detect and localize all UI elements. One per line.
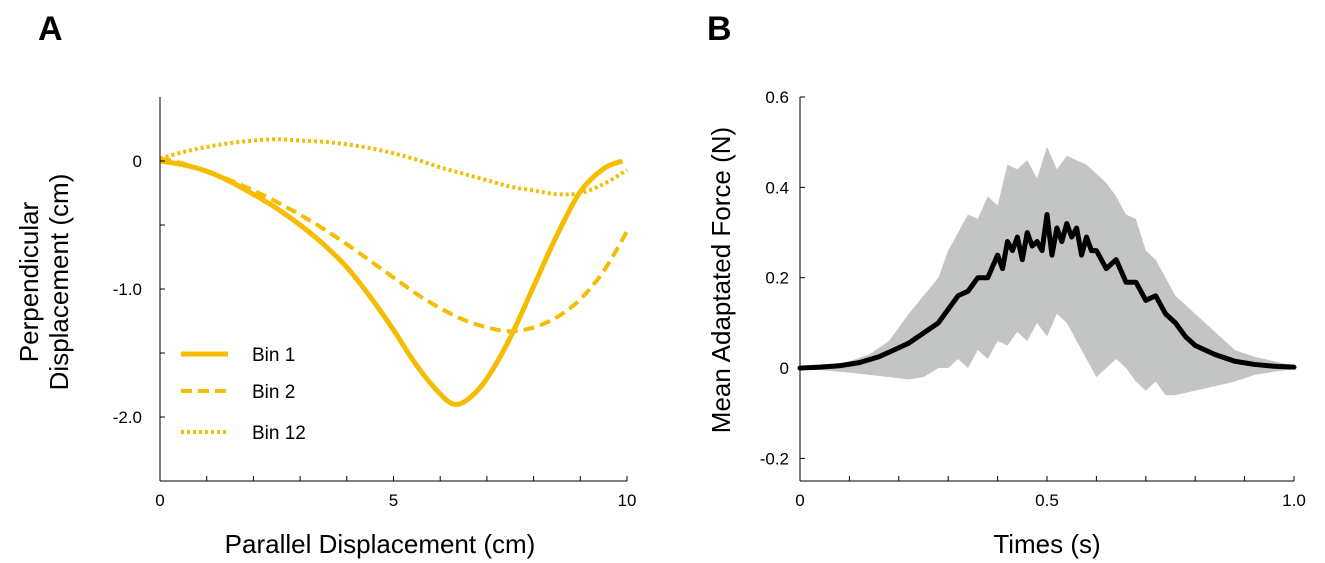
- panel-a-curves: [159, 137, 629, 407]
- panel-b-tick-labels: 0 0.5 1.0 0.6 0.4 0.2 0 -0.2: [760, 88, 1306, 510]
- panel-a: A 0 5 10 0 -1.0 -2.0 Parallel Displacement (c…: [14, 10, 636, 559]
- series-line-bin-1: [159, 158, 624, 407]
- panel-b-y-tick-label: 0.4: [765, 178, 789, 197]
- panel-a-y-label: Perpendicular Displacement (cm): [14, 174, 74, 391]
- panel-b-y-tick-label: 0.2: [765, 269, 789, 288]
- legend-item-bin-1: Bin 1: [181, 345, 295, 366]
- panel-a-y-tick-label: -2.0: [113, 408, 142, 427]
- legend-item-bin-12: Bin 12: [181, 423, 306, 444]
- panel-b-y-tick-label: 0.6: [765, 88, 789, 107]
- panel-b-x-label: Times (s): [993, 529, 1100, 559]
- legend-label-bin-12: Bin 12: [252, 423, 306, 444]
- panel-a-y-tick-label: 0: [133, 152, 142, 171]
- panel-b-letter: B: [707, 10, 732, 48]
- panel-b-ticks: [799, 96, 1295, 481]
- panel-b-y-tick-label: -0.2: [760, 449, 789, 468]
- panel-b-x-tick-label: 1.0: [1282, 491, 1306, 510]
- panel-a-y-label-line-1: Perpendicular: [14, 201, 44, 362]
- series-line-bin-2: [159, 156, 629, 334]
- series-line-bin-12: [159, 137, 629, 197]
- panel-a-ticks: [159, 160, 628, 481]
- panel-b-mean-line: [797, 211, 1297, 371]
- panel-b-y-label: Mean Adaptated Force (N): [706, 127, 736, 433]
- panel-a-tick-labels: 0 5 10 0 -1.0 -2.0: [113, 152, 637, 510]
- panel-a-x-tick-label: 10: [618, 491, 637, 510]
- panel-a-x-label: Parallel Displacement (cm): [225, 529, 536, 559]
- legend-item-bin-2: Bin 2: [181, 382, 295, 403]
- legend-label-bin-1: Bin 1: [252, 345, 295, 366]
- panel-a-letter: A: [38, 10, 63, 48]
- panel-b-x-tick-label: 0: [795, 491, 804, 510]
- panel-a-x-tick-label: 5: [389, 491, 398, 510]
- panel-b-y-tick-label: 0: [780, 359, 789, 378]
- legend: Bin 1 Bin 2 Bin 12: [181, 345, 306, 444]
- panel-b: B 0 0.5 1.0 0.6 0.4 0.2 0 -0.2 Times (s) Mean A…: [706, 10, 1306, 559]
- panel-a-y-tick-label: -1.0: [113, 280, 142, 299]
- legend-label-bin-2: Bin 2: [252, 382, 295, 403]
- panel-b-x-tick-label: 0.5: [1035, 491, 1059, 510]
- panel-a-y-label-line-2: Displacement (cm): [44, 174, 74, 391]
- panel-a-x-tick-label: 0: [155, 491, 164, 510]
